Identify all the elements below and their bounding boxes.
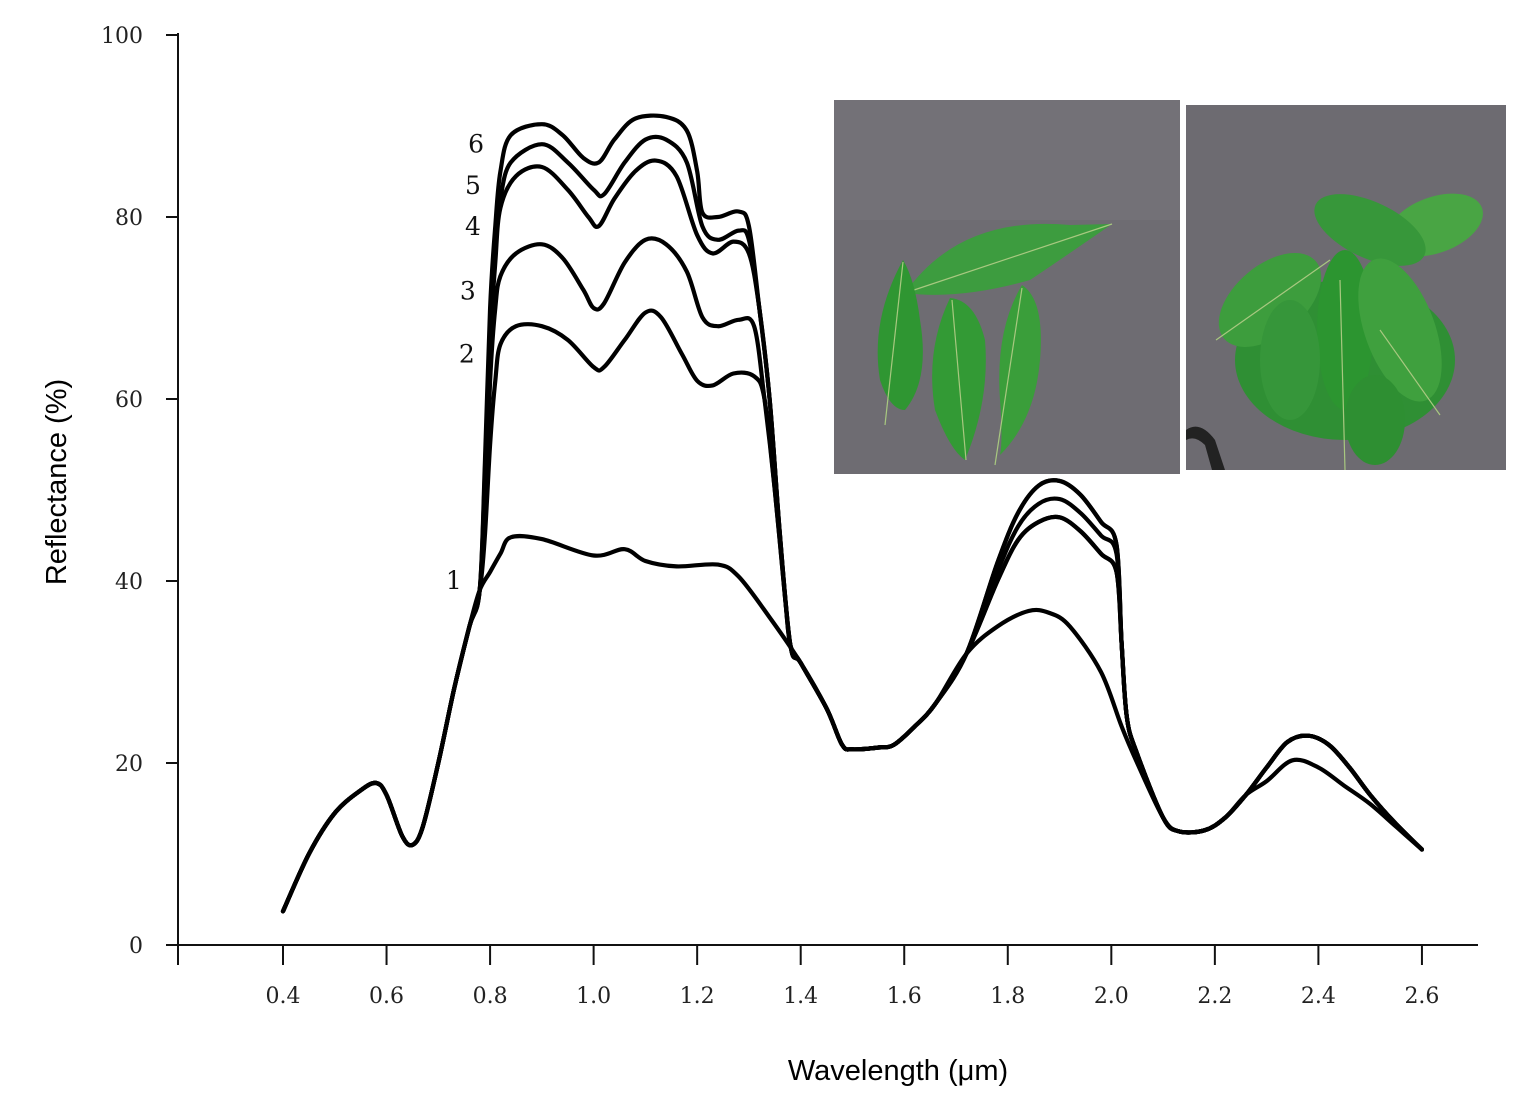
x-axis-title: Wavelength (μm)	[788, 1055, 1008, 1087]
y-axis-title: Reflectance (%)	[41, 379, 73, 585]
x-ticks: 0.4 0.6 0.8 1.0 1.2 1.4 1.6 1.8 2.0 2.2 2.4 2.6	[177, 945, 1439, 1009]
y-tick-label: 80	[115, 206, 143, 231]
x-tick-label: 2.2	[1197, 984, 1232, 1009]
y-tick-label: 100	[101, 24, 143, 49]
series-label-2: 2	[459, 340, 475, 369]
y-tick-label: 40	[115, 570, 143, 595]
x-tick-label: 2.0	[1094, 984, 1129, 1009]
x-tick-label: 2.6	[1404, 984, 1439, 1009]
x-tick-label: 2.4	[1301, 984, 1336, 1009]
x-tick-label: 1.2	[680, 984, 715, 1009]
x-tick-label: 0.8	[473, 984, 508, 1009]
series-label-1: 1	[446, 566, 462, 595]
series-label-5: 5	[465, 171, 481, 200]
leaf-photo-separate	[834, 100, 1180, 474]
x-tick-label: 0.6	[369, 984, 404, 1009]
y-tick-label: 0	[129, 934, 143, 959]
y-tick-label: 20	[115, 752, 143, 777]
leaf-icon	[1215, 193, 1483, 471]
leaf-icon	[994, 285, 1041, 466]
series-line-6	[280, 113, 1424, 914]
series-label-6: 6	[468, 129, 484, 158]
leaf-icon	[877, 260, 923, 426]
x-tick-label: 1.6	[887, 984, 922, 1009]
x-tick-label: 0.4	[266, 984, 301, 1009]
curve-labels: 1 2 3 4 5 6	[446, 129, 484, 595]
series-label-3: 3	[460, 277, 476, 306]
leaf-icon	[932, 298, 986, 461]
x-tick-label: 1.4	[783, 984, 818, 1009]
curves	[280, 113, 1424, 914]
y-tick-label: 60	[115, 388, 143, 413]
leaf-photo-pile	[1186, 105, 1506, 471]
series-label-4: 4	[465, 212, 481, 241]
x-tick-label: 1.8	[990, 984, 1025, 1009]
x-tick-label: 1.0	[576, 984, 611, 1009]
axes	[177, 33, 1478, 946]
y-ticks: 0 20 40 60 80 100	[101, 24, 178, 959]
leaf-icon	[904, 223, 1113, 295]
